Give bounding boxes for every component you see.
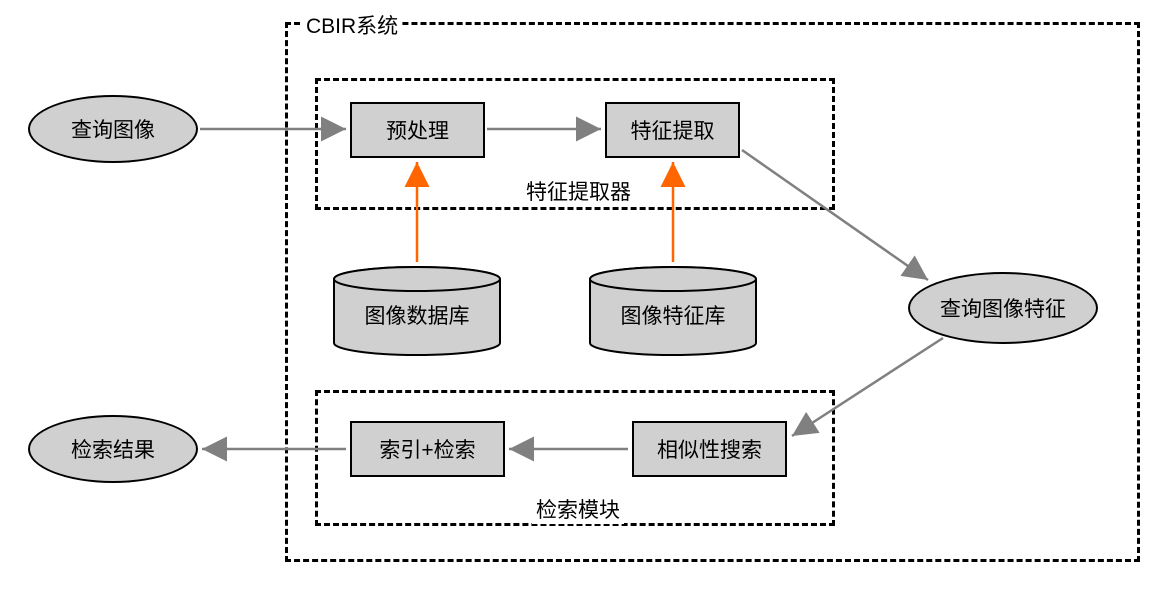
feature-extract-label: 特征提取 [631, 115, 715, 145]
index-search-label: 索引+检索 [379, 434, 475, 464]
feature-db-label: 图像特征库 [621, 300, 726, 330]
retrieval-result-node: 检索结果 [28, 415, 198, 483]
similarity-search-node: 相似性搜索 [632, 421, 787, 477]
query-image-label: 查询图像 [71, 114, 155, 144]
image-db-node: 图像数据库 [332, 265, 502, 357]
retrieval-result-label: 检索结果 [71, 434, 155, 464]
query-image-node: 查询图像 [28, 95, 198, 163]
cbir-flowchart: CBIR系统 特征提取器 检索模块 查询图像 检索结果 查询图像特征 预处理 特… [0, 0, 1154, 595]
feature-extract-node: 特征提取 [605, 102, 740, 158]
system-label: CBIR系统 [302, 10, 402, 40]
query-feature-label: 查询图像特征 [940, 293, 1066, 323]
feature-extractor-label: 特征提取器 [522, 176, 635, 206]
image-db-label: 图像数据库 [365, 300, 470, 330]
preprocess-label: 预处理 [386, 115, 449, 145]
preprocess-node: 预处理 [350, 102, 485, 158]
retrieval-module-label: 检索模块 [532, 494, 624, 524]
index-search-node: 索引+检索 [350, 421, 505, 477]
similarity-search-label: 相似性搜索 [657, 434, 762, 464]
feature-db-node: 图像特征库 [588, 265, 758, 357]
query-feature-node: 查询图像特征 [908, 272, 1098, 344]
